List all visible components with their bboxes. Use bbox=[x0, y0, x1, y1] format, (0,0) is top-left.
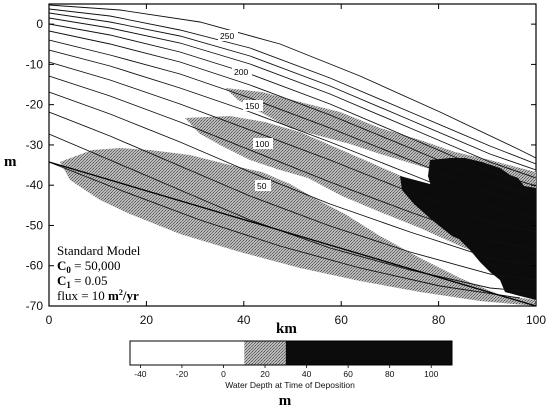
colorbar-tick-label: 20 bbox=[260, 369, 270, 379]
contour-label-bg bbox=[218, 30, 238, 41]
colorbar-frame bbox=[129, 340, 453, 366]
x-axis-title: km bbox=[276, 321, 297, 337]
x-tick-label: 0 bbox=[46, 313, 53, 327]
colorbar-tick-label: 0 bbox=[221, 369, 226, 379]
colorbar-segment bbox=[130, 341, 245, 365]
y-tick-label: -10 bbox=[26, 57, 44, 71]
colorbar-tick-label: 80 bbox=[385, 369, 395, 379]
legend-flux: flux = 10 m2/yr bbox=[57, 288, 139, 303]
y-tick-label: -70 bbox=[26, 299, 44, 313]
contour-label-bg bbox=[253, 138, 273, 149]
gray-deposit-lower bbox=[60, 148, 536, 306]
black-deposit-main bbox=[428, 158, 536, 300]
model-legend: Standard Model C0 = 50,000 C1 = 0.05 flu… bbox=[57, 243, 141, 303]
colorbar-segment bbox=[244, 341, 286, 365]
x-tick-label: 60 bbox=[335, 313, 349, 327]
contour-label-bg bbox=[255, 180, 271, 191]
y-tick-label: -40 bbox=[26, 178, 44, 192]
contour-lines bbox=[49, 4, 536, 299]
x-tick-label: 80 bbox=[432, 313, 446, 327]
colorbar-tick-label: 40 bbox=[302, 369, 312, 379]
colorbar-caption: Water Depth at Time of Deposition bbox=[225, 380, 355, 390]
legend-title: Standard Model bbox=[57, 243, 141, 258]
contour-label-bg bbox=[232, 66, 252, 77]
colorbar: -40 -20 0 20 40 60 80 100 bbox=[129, 340, 453, 379]
colorbar-tick-label: -20 bbox=[176, 369, 189, 379]
y-tick-label: 0 bbox=[36, 17, 43, 31]
y-axis-title: m bbox=[4, 154, 17, 170]
x-axis: 0 20 40 60 80 100 bbox=[46, 4, 546, 327]
colorbar-tick-label: 60 bbox=[343, 369, 353, 379]
contour-label-200: 200 bbox=[234, 67, 248, 77]
y-tick-label: -20 bbox=[26, 98, 44, 112]
legend-c0: C0 = 50,000 bbox=[57, 258, 120, 275]
y-axis: 0 -10 -20 -30 -40 -50 -60 -70 bbox=[26, 17, 536, 313]
colorbar-segment bbox=[285, 341, 452, 365]
contour-label-150: 150 bbox=[245, 101, 259, 111]
contour-label-100: 100 bbox=[255, 139, 269, 149]
colorbar-tick-label: -40 bbox=[134, 369, 147, 379]
contour-label-250: 250 bbox=[220, 31, 234, 41]
y-tick-label: -50 bbox=[26, 218, 44, 232]
x-tick-label: 40 bbox=[237, 313, 251, 327]
x-tick-label: 100 bbox=[526, 313, 546, 327]
x-tick-label: 20 bbox=[140, 313, 154, 327]
colorbar-tick-label: 100 bbox=[424, 369, 438, 379]
basement-line bbox=[49, 161, 536, 306]
contour-label-bg bbox=[243, 100, 263, 111]
black-deposit-tongue bbox=[400, 176, 478, 244]
y-tick-label: -60 bbox=[26, 259, 44, 273]
contour-label-50: 50 bbox=[257, 181, 267, 191]
colorbar-unit-title: m bbox=[279, 393, 292, 409]
y-tick-label: -30 bbox=[26, 138, 44, 152]
legend-c1: C1 = 0.05 bbox=[57, 273, 107, 290]
